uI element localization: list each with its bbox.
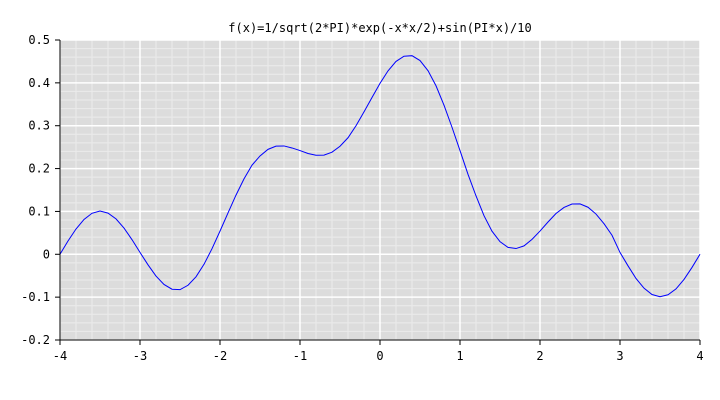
x-tick-label: -3 (133, 349, 147, 363)
y-tick-label: 0.3 (28, 119, 50, 133)
tick-labels: -4 -3 -2 -1 0 1 2 3 4 -0.2 -0.1 0 0.1 0.2 0.3 0.4 0.5 (21, 33, 704, 363)
y-tick-label: 0.1 (28, 204, 50, 218)
x-tick-label: 0 (376, 349, 383, 363)
x-tick-label: -1 (293, 349, 307, 363)
x-tick-label: -4 (53, 349, 67, 363)
y-tick-label: -0.2 (21, 333, 50, 347)
y-tick-label: 0.5 (28, 33, 50, 47)
x-tick-label: 4 (696, 349, 703, 363)
series-line (59, 55, 701, 298)
y-tick-label: 0.4 (28, 76, 50, 90)
x-tick-label: 1 (456, 349, 463, 363)
y-tick-label: -0.1 (21, 290, 50, 304)
y-tick-label: 0 (43, 247, 50, 261)
x-tick-label: 2 (536, 349, 543, 363)
chart-title: f(x)=1/sqrt(2*PI)*exp(-x*x/2)+sin(PI*x)/… (228, 21, 531, 35)
y-tick-label: 0.2 (28, 162, 50, 176)
x-tick-label: -2 (213, 349, 227, 363)
ticks (55, 39, 701, 345)
x-tick-label: 3 (616, 349, 623, 363)
